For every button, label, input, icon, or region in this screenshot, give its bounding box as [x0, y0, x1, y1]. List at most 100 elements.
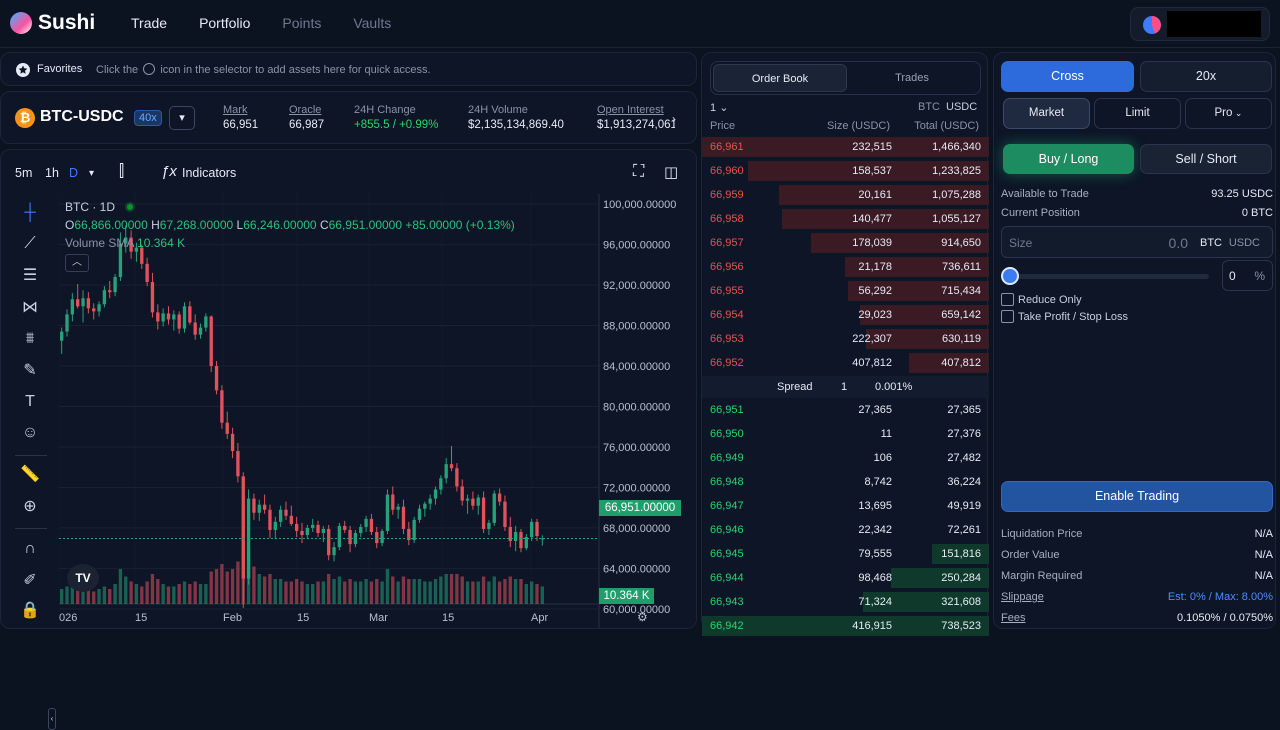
- ask-row[interactable]: 66,960 158,537 1,233,825: [702, 160, 989, 182]
- bid-row[interactable]: 66,951 27,365 27,365: [702, 399, 989, 421]
- ask-row[interactable]: 66,958 140,477 1,055,127: [702, 208, 989, 230]
- fullscreen-icon[interactable]: ⛶: [633, 163, 645, 180]
- bid-row[interactable]: 66,950 11 27,376: [702, 423, 989, 445]
- margin-mode-button[interactable]: Cross: [1001, 61, 1134, 92]
- bid-row[interactable]: 66,949 106 27,482: [702, 447, 989, 469]
- ask-row[interactable]: 66,955 56,292 715,434: [702, 280, 989, 302]
- camera-icon[interactable]: ◫: [664, 164, 679, 181]
- wallet-button[interactable]: [1130, 7, 1270, 41]
- interval-dropdown-icon[interactable]: ▾: [89, 168, 95, 179]
- ask-row[interactable]: 66,956 21,178 736,611: [702, 256, 989, 278]
- interval-d[interactable]: D: [69, 166, 79, 180]
- pair-selector-button[interactable]: ▾: [169, 106, 195, 130]
- favorites-hint-after: icon in the selector to add assets here …: [160, 64, 431, 76]
- percent-input[interactable]: 0 %: [1222, 260, 1273, 291]
- candle-body: [535, 521, 539, 537]
- pair-name[interactable]: BTC-USDC: [40, 108, 124, 125]
- size-slider-handle[interactable]: [1001, 267, 1019, 285]
- order-type-market[interactable]: Market: [1003, 98, 1090, 129]
- crosshair-icon[interactable]: ┼: [24, 204, 36, 221]
- nav-trade[interactable]: Trade: [131, 15, 168, 31]
- size-unit-btc[interactable]: BTC: [1200, 237, 1222, 249]
- volume-bar: [476, 581, 480, 604]
- current-position: Current Position 0 BTC: [1001, 207, 1273, 219]
- bid-row[interactable]: 66,947 13,695 49,919: [702, 495, 989, 517]
- tradingview-logo-icon[interactable]: TV: [67, 564, 99, 592]
- sushi-logo[interactable]: Sushi: [10, 11, 95, 35]
- volume-bar: [278, 579, 283, 604]
- emoji-icon[interactable]: ☺: [21, 424, 39, 441]
- volume-bar: [535, 584, 539, 604]
- zoom-in-icon[interactable]: ⊕: [23, 498, 37, 515]
- leverage-button[interactable]: 20x: [1140, 61, 1272, 92]
- stat-label[interactable]: Open Interest: [597, 104, 664, 116]
- ask-row[interactable]: 66,953 222,307 630,119: [702, 328, 989, 350]
- ruler-icon[interactable]: 📏: [20, 466, 40, 483]
- function-icon[interactable]: ƒx: [161, 163, 177, 180]
- enable-trading-button[interactable]: Enable Trading: [1001, 481, 1273, 512]
- size-input[interactable]: Size 0.0 BTC USDC: [1001, 226, 1273, 258]
- candlestick-chart[interactable]: 100,000.00000 96,000.00000 92,000.00000 88,…: [59, 194, 694, 628]
- ask-row[interactable]: 66,959 20,161 1,075,288: [702, 184, 989, 206]
- tpsl-checkbox[interactable]: Take Profit / Stop Loss: [1001, 310, 1128, 323]
- stat-label[interactable]: Mark: [223, 104, 248, 116]
- lock-drawings-icon[interactable]: ✐: [23, 572, 37, 589]
- trendline-icon[interactable]: ⟋: [24, 235, 36, 252]
- ask-row[interactable]: 66,954 29,023 659,142: [702, 304, 989, 326]
- reduce-only-checkbox[interactable]: Reduce Only: [1001, 293, 1082, 306]
- nav-vaults[interactable]: Vaults: [353, 15, 392, 31]
- scroll-right-icon[interactable]: ›: [672, 112, 676, 126]
- candle-body: [492, 493, 496, 523]
- horizontal-lines-icon[interactable]: ☰: [22, 267, 38, 284]
- candle-body: [540, 538, 544, 540]
- volume-tag: 10.364 K: [599, 588, 654, 604]
- open-value: 66,866.00000: [74, 218, 148, 232]
- size-unit-usdc[interactable]: USDC: [1228, 237, 1260, 249]
- bid-row[interactable]: 66,946 22,342 72,261: [702, 519, 989, 541]
- nav-portfolio[interactable]: Portfolio: [199, 15, 251, 31]
- ask-row[interactable]: 66,961 232,515 1,466,340: [702, 136, 989, 158]
- nav-points[interactable]: Points: [282, 15, 322, 31]
- row-price: 66,958: [710, 213, 744, 225]
- indicators-button[interactable]: Indicators: [182, 166, 237, 180]
- collapse-legend-button[interactable]: ︿: [65, 254, 89, 272]
- text-tool-icon[interactable]: T: [25, 393, 35, 410]
- buy-long-button[interactable]: Buy / Long: [1003, 144, 1134, 174]
- pattern-icon[interactable]: ⋈: [22, 299, 38, 316]
- stat-label[interactable]: Oracle: [289, 104, 322, 116]
- sell-short-button[interactable]: Sell / Short: [1140, 144, 1272, 174]
- magnet-icon[interactable]: ∩: [24, 540, 36, 557]
- tab-trades[interactable]: Trades: [895, 72, 929, 84]
- chart-settings-icon[interactable]: ⚙: [637, 610, 648, 624]
- order-type-pro[interactable]: Pro ⌄: [1185, 98, 1272, 129]
- fib-icon[interactable]: ⩩: [25, 330, 35, 347]
- candle-type-icon[interactable]: ⫿: [119, 163, 125, 180]
- bid-row[interactable]: 66,943 71,324 321,608: [702, 591, 989, 613]
- ask-row[interactable]: 66,957 178,039 914,650: [702, 232, 989, 254]
- bid-row[interactable]: 66,948 8,742 36,224: [702, 471, 989, 493]
- order-info-label[interactable]: Slippage: [1001, 591, 1044, 603]
- interval-1h[interactable]: 1h: [45, 166, 59, 180]
- order-info-value[interactable]: Est: 0% / Max: 8.00%: [1167, 591, 1273, 603]
- volume-bar: [497, 581, 502, 604]
- tab-order-book[interactable]: Order Book: [713, 64, 847, 92]
- grouping-select[interactable]: 1 ⌄: [710, 101, 728, 114]
- row-price: 66,954: [710, 309, 744, 321]
- row-total: 914,650: [941, 237, 981, 249]
- order-type-limit[interactable]: Limit: [1094, 98, 1181, 129]
- size-slider-track[interactable]: [1009, 274, 1209, 279]
- bid-row[interactable]: 66,944 98,468 250,284: [702, 567, 989, 589]
- brush-icon[interactable]: ✎: [23, 362, 37, 379]
- bid-row[interactable]: 66,942 416,915 738,523: [702, 615, 989, 637]
- ask-row[interactable]: 66,952 407,812 407,812: [702, 352, 989, 374]
- lock-icon[interactable]: 🔒: [20, 602, 40, 619]
- order-info-label[interactable]: Fees: [1001, 612, 1026, 624]
- candle-body: [209, 316, 213, 367]
- candle-body: [108, 290, 112, 293]
- bid-row[interactable]: 66,945 79,555 151,816: [702, 543, 989, 565]
- unit-btc[interactable]: BTC: [918, 101, 940, 113]
- interval-5m[interactable]: 5m: [15, 166, 33, 180]
- row-price: 66,952: [710, 357, 744, 369]
- unit-usdc[interactable]: USDC: [946, 101, 978, 113]
- toggle-toolbar-button[interactable]: ‹: [48, 708, 56, 730]
